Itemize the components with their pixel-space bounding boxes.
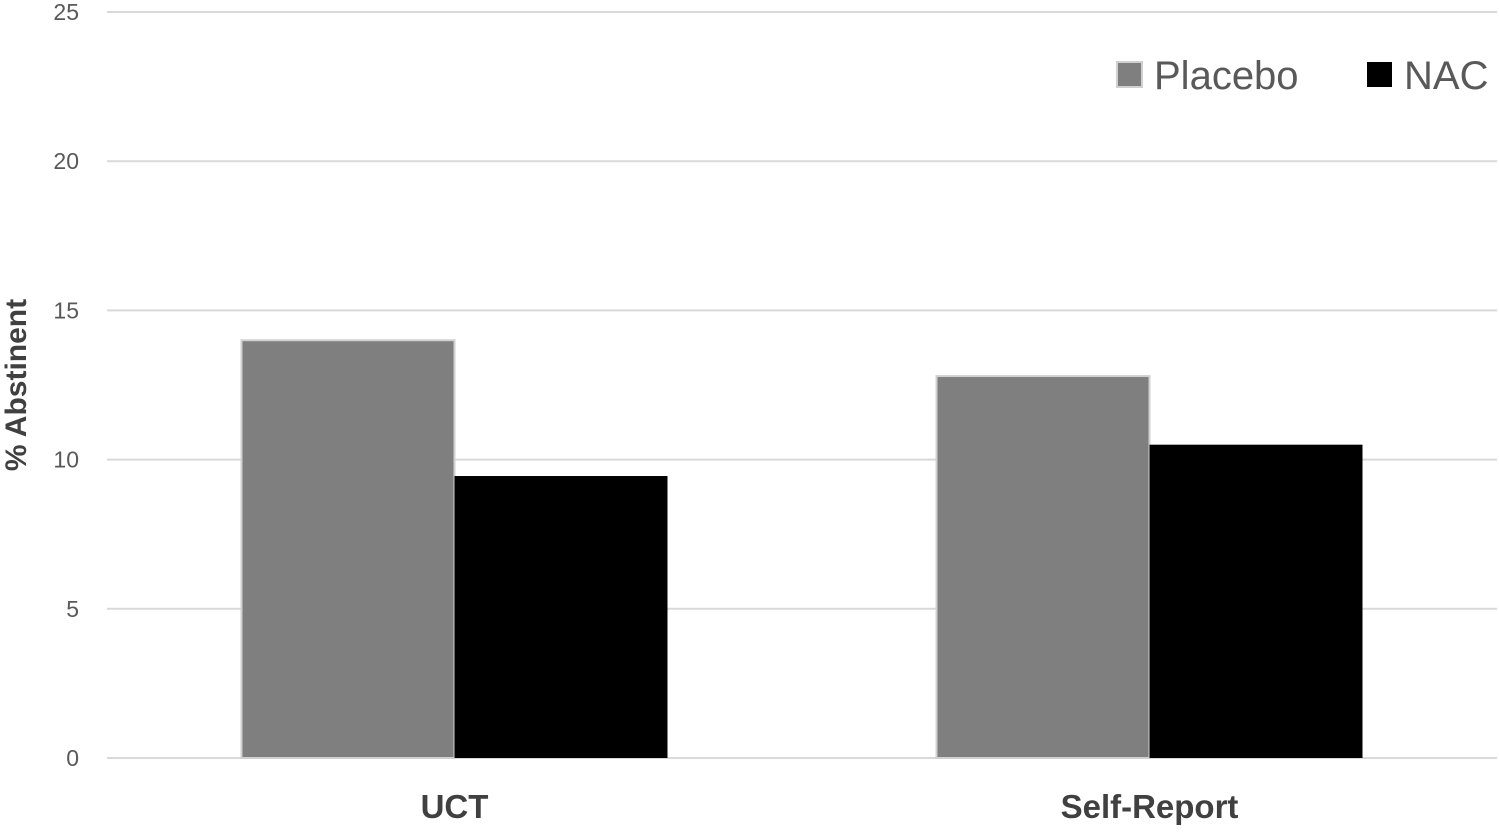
- bar-nac-self-report: [1149, 444, 1363, 758]
- bar-placebo-self-report: [935, 375, 1151, 759]
- legend-label-nac: NAC: [1404, 54, 1488, 98]
- x-category-label: Self-Report: [1061, 788, 1239, 825]
- legend-label-placebo: Placebo: [1154, 54, 1299, 98]
- bar-placebo-uct: [240, 339, 456, 759]
- y-axis-ticks: 0 5 10 15 20 25: [53, 0, 79, 771]
- y-axis-title: % Abstinent: [0, 299, 33, 471]
- bars: [240, 339, 1363, 759]
- y-tick-label: 15: [53, 297, 79, 323]
- y-tick-label: 10: [53, 447, 79, 473]
- y-tick-label: 20: [53, 148, 79, 174]
- bar-nac-uct: [454, 476, 668, 758]
- legend-swatch-placebo: [1116, 61, 1143, 88]
- legend-swatch-nac: [1367, 62, 1392, 87]
- y-tick-label: 0: [66, 745, 79, 771]
- y-tick-label: 5: [66, 596, 79, 622]
- x-axis-labels: UCT Self-Report: [421, 788, 1239, 825]
- y-tick-label: 25: [53, 0, 79, 25]
- x-category-label: UCT: [421, 788, 489, 825]
- legend: Placebo NAC: [1116, 54, 1488, 98]
